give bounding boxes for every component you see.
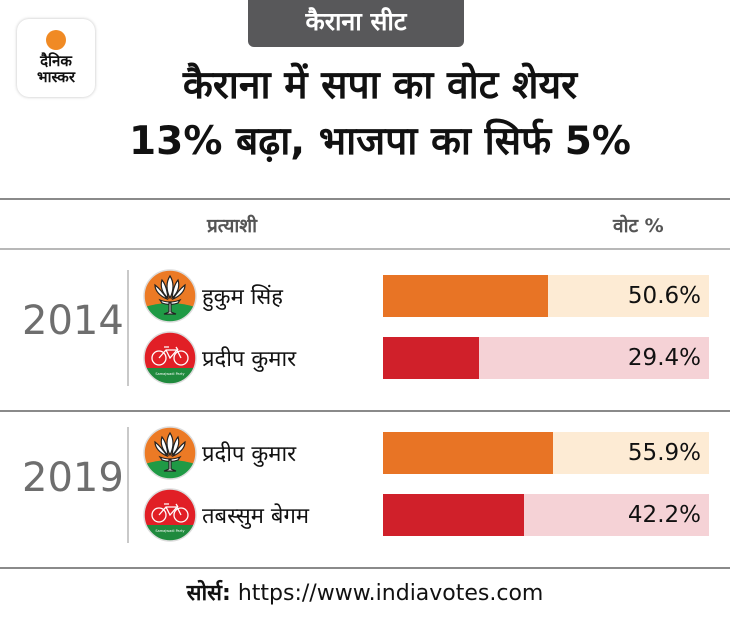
candidate-label: Samajwadi Party तबस्सुम बेगम — [142, 487, 309, 543]
source-url: https://www.indiavotes.com — [237, 581, 544, 606]
vote-share-label: 42.2% — [627, 502, 701, 528]
logo-line-2: भास्कर — [37, 68, 75, 86]
year-label: 2019 — [22, 455, 124, 501]
bicycle-icon: Samajwadi Party — [143, 331, 197, 385]
vote-share-label: 29.4% — [627, 345, 701, 371]
svg-text:Samajwadi Party: Samajwadi Party — [155, 372, 184, 376]
source-note: सोर्स: https://www.indiavotes.com — [0, 577, 730, 607]
vote-share-label: 50.6% — [627, 283, 701, 309]
svg-text:Samajwadi Party: Samajwadi Party — [155, 529, 184, 533]
source-label: सोर्स: — [186, 581, 231, 606]
year-separator — [127, 270, 129, 386]
divider — [0, 567, 730, 569]
title-line-1: कैराना में सपा का वोट शेयर — [182, 63, 578, 108]
bar-track: 55.9% — [383, 432, 709, 474]
divider — [0, 248, 730, 250]
sun-icon — [46, 30, 66, 50]
candidate-name: हुकुम सिंह — [202, 285, 283, 310]
bar-track: 42.2% — [383, 494, 709, 536]
candidate-name: प्रदीप कुमार — [202, 347, 297, 372]
lotus-icon — [143, 426, 197, 480]
candidate-name: तबस्सुम बेगम — [202, 504, 310, 529]
vote-column-header: वोट % — [613, 215, 664, 237]
year-label: 2014 — [22, 298, 124, 344]
divider — [0, 198, 730, 200]
dainik-bhaskar-logo: दैनिक भास्कर — [17, 19, 95, 97]
candidate-label: हुकुम सिंह — [142, 268, 283, 324]
candidate-column-header: प्रत्याशी — [207, 215, 258, 237]
title-line-2: 13% बढ़ा, भाजपा का सिर्फ 5% — [129, 119, 631, 164]
vote-share-label: 55.9% — [627, 440, 701, 466]
bar-track: 50.6% — [383, 275, 709, 317]
sp-vote-bar — [383, 494, 525, 536]
chart-title: कैराना में सपा का वोट शेयर 13% बढ़ा, भाज… — [100, 58, 660, 170]
sp-vote-bar — [383, 337, 479, 379]
candidate-label: Samajwadi Party प्रदीप कुमार — [142, 330, 296, 386]
bjp-vote-bar — [383, 275, 548, 317]
lotus-icon — [143, 269, 197, 323]
bar-track: 29.4% — [383, 337, 709, 379]
candidate-name: प्रदीप कुमार — [202, 442, 297, 467]
divider — [0, 410, 730, 412]
year-separator — [127, 427, 129, 543]
candidate-label: प्रदीप कुमार — [142, 425, 296, 481]
bicycle-icon: Samajwadi Party — [143, 488, 197, 542]
bjp-vote-bar — [383, 432, 553, 474]
logo-line-1: दैनिक — [40, 52, 72, 70]
section-tag: कैराना सीट — [248, 0, 464, 47]
